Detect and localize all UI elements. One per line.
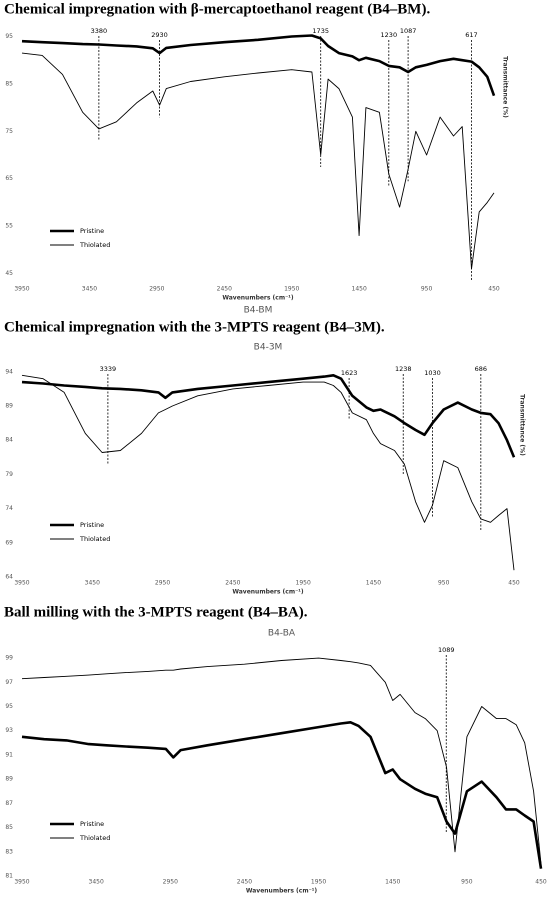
y-tick-label: 81	[5, 873, 13, 880]
y-tick-label: 69	[5, 539, 13, 546]
peak-label: 3339	[100, 365, 117, 373]
legend-label: Pristine	[80, 820, 104, 828]
chart-title: B4-3M	[254, 343, 283, 353]
x-tick-label: 950	[438, 580, 450, 587]
chart-title: B4-BA	[268, 629, 296, 639]
x-tick-label: 2950	[155, 580, 170, 587]
x-tick-label: 2450	[237, 879, 252, 886]
y-tick-label: 79	[5, 471, 13, 478]
legend-label: Thiolated	[79, 834, 110, 842]
x-tick-label: 950	[421, 286, 433, 293]
y-tick-label: 65	[5, 175, 13, 182]
x-tick-label: 450	[535, 879, 547, 886]
spectrum-line	[21, 374, 516, 458]
x-tick-label: 2450	[217, 286, 232, 293]
peak-label: 1089	[438, 646, 455, 654]
spectrum-line	[21, 657, 542, 864]
x-tick-label: 450	[488, 286, 500, 293]
peak-label: 617	[465, 31, 477, 39]
x-tick-label: 1950	[296, 580, 311, 587]
y-axis-label: Transmittance (%)	[519, 394, 526, 456]
peak-label: 1238	[395, 365, 412, 373]
peak-label: 1030	[424, 369, 441, 377]
legend-label: Thiolated	[79, 241, 110, 249]
y-tick-label: 64	[5, 574, 13, 581]
y-tick-label: 74	[5, 505, 13, 512]
y-tick-label: 89	[5, 403, 13, 410]
x-tick-label: 3450	[89, 879, 104, 886]
spectrum-line	[21, 52, 495, 270]
y-tick-label: 95	[5, 703, 13, 710]
y-tick-label: 99	[5, 655, 13, 662]
heading: Chemical impregnation with the 3-MPTS re…	[4, 319, 385, 335]
y-tick-label: 83	[5, 848, 13, 855]
y-tick-label: 95	[5, 33, 13, 40]
legend-label: Pristine	[80, 227, 104, 235]
y-tick-label: 55	[5, 223, 13, 230]
peak-label: 3380	[91, 27, 108, 35]
y-tick-label: 94	[5, 368, 13, 375]
y-tick-label: 89	[5, 776, 13, 783]
y-tick-label: 84	[5, 437, 13, 444]
x-tick-label: 3950	[14, 286, 29, 293]
x-tick-label: 1950	[284, 286, 299, 293]
x-tick-label: 3950	[14, 879, 29, 886]
x-tick-label: 1950	[311, 879, 326, 886]
x-tick-label: 1450	[366, 580, 381, 587]
y-tick-label: 45	[5, 270, 13, 277]
y-tick-label: 87	[5, 800, 13, 807]
x-axis-label: Wavenumbers (cm⁻¹)	[246, 888, 318, 895]
peak-label: 1087	[400, 27, 417, 35]
peak-label: 686	[475, 365, 487, 373]
legend-label: Thiolated	[79, 535, 110, 543]
chart-title: B4-BM	[244, 306, 273, 316]
spectrum-line	[21, 34, 496, 97]
y-tick-label: 93	[5, 727, 13, 734]
spectrum-line	[21, 721, 543, 869]
peak-label: 1735	[312, 27, 329, 35]
spectrum-line	[21, 374, 515, 571]
x-tick-label: 1450	[385, 879, 400, 886]
x-tick-label: 2950	[163, 879, 178, 886]
x-axis-label: Wavenumbers (cm⁻¹)	[222, 295, 294, 302]
peak-label: 2930	[151, 31, 168, 39]
y-tick-label: 85	[5, 80, 13, 87]
y-axis-label: Transmittance (%)	[502, 56, 509, 118]
x-axis-label: Wavenumbers (cm⁻¹)	[232, 589, 304, 596]
x-tick-label: 3450	[85, 580, 100, 587]
x-tick-label: 1450	[352, 286, 367, 293]
x-tick-label: 950	[461, 879, 473, 886]
heading: Ball milling with the 3-MPTS reagent (B4…	[4, 604, 308, 620]
y-tick-label: 91	[5, 751, 13, 758]
x-tick-label: 3950	[14, 580, 29, 587]
heading: Chemical impregnation with β-mercaptoeth…	[4, 1, 430, 17]
legend-label: Pristine	[80, 521, 104, 529]
peak-label: 1623	[341, 369, 358, 377]
x-tick-label: 450	[508, 580, 520, 587]
x-tick-label: 2950	[149, 286, 164, 293]
peak-label: 1230	[381, 31, 398, 39]
x-tick-label: 3450	[82, 286, 97, 293]
y-tick-label: 97	[5, 679, 13, 686]
x-tick-label: 2450	[225, 580, 240, 587]
y-tick-label: 75	[5, 128, 13, 135]
y-tick-label: 85	[5, 824, 13, 831]
